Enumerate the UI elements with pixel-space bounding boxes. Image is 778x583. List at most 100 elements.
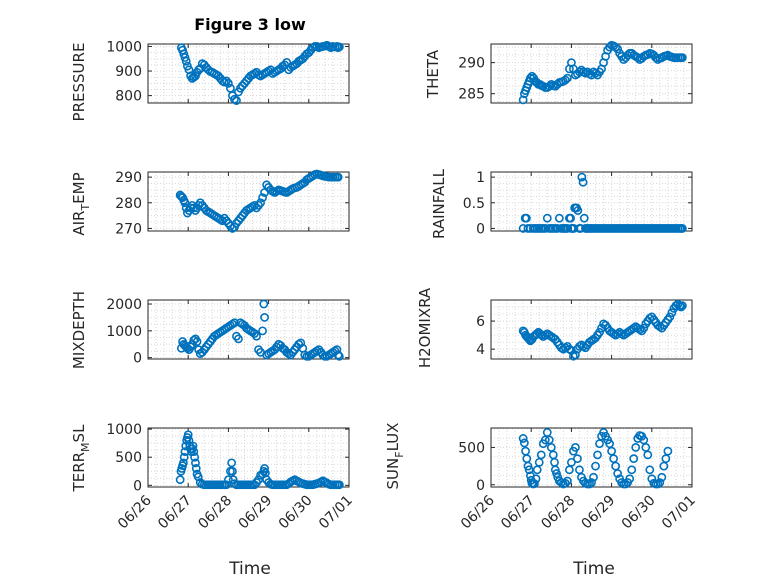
data-point bbox=[333, 172, 343, 182]
data-point bbox=[252, 331, 261, 341]
data-point bbox=[523, 461, 533, 471]
ytick-label: 0 bbox=[133, 478, 142, 494]
data-point bbox=[645, 465, 655, 475]
data-point bbox=[175, 475, 185, 485]
subplot-air_temp: 270 280 290 bbox=[115, 169, 350, 237]
ytick-label: 4 bbox=[476, 342, 485, 358]
xtick-label: 06/27 bbox=[498, 493, 538, 533]
data-point bbox=[228, 466, 237, 476]
data-point bbox=[589, 472, 598, 482]
ytick-label: 1000 bbox=[106, 422, 142, 438]
data-point bbox=[518, 434, 528, 443]
data-point bbox=[550, 457, 559, 467]
xtick-label: 07/01 bbox=[316, 493, 356, 533]
data-point bbox=[677, 301, 687, 311]
data-point bbox=[191, 464, 201, 473]
ytick-label: 1 bbox=[476, 170, 485, 186]
axes-frame-mixdepth bbox=[147, 299, 350, 360]
data-point bbox=[223, 475, 233, 485]
data-point bbox=[334, 480, 344, 490]
figure-title: Figure 3 low bbox=[194, 15, 306, 34]
data-point bbox=[188, 441, 198, 451]
ytick-label: 290 bbox=[458, 56, 485, 72]
data-point bbox=[605, 42, 614, 52]
xtick-label: 06/28 bbox=[195, 493, 235, 533]
data-point bbox=[593, 450, 602, 460]
data-point bbox=[663, 446, 673, 456]
data-point bbox=[585, 479, 594, 489]
data-point bbox=[657, 472, 667, 482]
ytick-label: 0.5 bbox=[463, 196, 485, 212]
ytick-label: 1000 bbox=[106, 39, 142, 55]
data-point bbox=[181, 56, 191, 66]
xtick-label: 06/30 bbox=[276, 493, 316, 533]
data-point bbox=[560, 75, 570, 85]
data-point bbox=[254, 475, 263, 485]
axes-frame-theta bbox=[490, 43, 693, 104]
ytick-label: 2000 bbox=[106, 297, 142, 313]
data-point bbox=[542, 213, 552, 223]
data-point bbox=[334, 42, 344, 52]
xlabel-right: Time bbox=[572, 559, 615, 579]
data-point bbox=[518, 95, 528, 105]
data-point bbox=[178, 458, 188, 468]
data-point bbox=[548, 450, 558, 460]
ylabel-sun-flux: SUNFLUX bbox=[384, 423, 406, 490]
data-point bbox=[193, 472, 203, 482]
data-point bbox=[677, 53, 687, 63]
ylabel-theta: THETA bbox=[424, 49, 442, 99]
xtick-label: 06/28 bbox=[538, 493, 578, 533]
data-point bbox=[260, 313, 269, 322]
data-point bbox=[627, 465, 637, 475]
data-point bbox=[536, 450, 546, 460]
ytick-label: 0 bbox=[476, 478, 485, 494]
ylabel-pressure: PRESSURE bbox=[70, 43, 88, 122]
data-point bbox=[227, 458, 237, 468]
axes-frame-h2omixra bbox=[490, 299, 693, 360]
data-point bbox=[550, 465, 560, 475]
data-point bbox=[192, 337, 202, 346]
data-point bbox=[542, 428, 552, 437]
data-point bbox=[521, 446, 530, 456]
data-point bbox=[641, 443, 651, 452]
data-point bbox=[595, 327, 604, 337]
data-point bbox=[230, 318, 239, 328]
data-point bbox=[676, 302, 686, 312]
data-point bbox=[258, 193, 267, 203]
data-point bbox=[575, 67, 584, 77]
data-point bbox=[579, 213, 589, 223]
data-point bbox=[573, 454, 582, 464]
subplot-h2omixra: 46 bbox=[476, 299, 693, 361]
data-point bbox=[234, 334, 243, 344]
data-point bbox=[184, 435, 194, 445]
data-point bbox=[552, 469, 561, 478]
data-point bbox=[609, 454, 619, 464]
data-point bbox=[179, 452, 189, 462]
data-point bbox=[256, 198, 265, 208]
data-point bbox=[571, 350, 580, 360]
xtick-label: 06/26 bbox=[115, 492, 155, 532]
data-point bbox=[567, 457, 576, 467]
data-point bbox=[577, 172, 587, 182]
data-point bbox=[521, 213, 531, 223]
ytick-label: 285 bbox=[458, 87, 485, 103]
ytick-label: 800 bbox=[115, 89, 142, 105]
data-point bbox=[613, 44, 623, 54]
data-point bbox=[578, 177, 588, 187]
data-point bbox=[591, 461, 600, 471]
data-point bbox=[522, 454, 532, 464]
data-point bbox=[194, 65, 204, 75]
data-point bbox=[333, 350, 343, 360]
data-point bbox=[260, 464, 269, 473]
data-point bbox=[667, 308, 677, 318]
ytick-label: 280 bbox=[115, 196, 142, 212]
xtick-label: 06/29 bbox=[579, 493, 619, 533]
data-point bbox=[587, 478, 596, 487]
data-point bbox=[562, 476, 572, 486]
data-point bbox=[573, 206, 583, 215]
data-point bbox=[519, 438, 529, 448]
axes-frame-pressure bbox=[147, 43, 350, 104]
data-point bbox=[643, 450, 653, 460]
ytick-label: 6 bbox=[476, 314, 485, 330]
